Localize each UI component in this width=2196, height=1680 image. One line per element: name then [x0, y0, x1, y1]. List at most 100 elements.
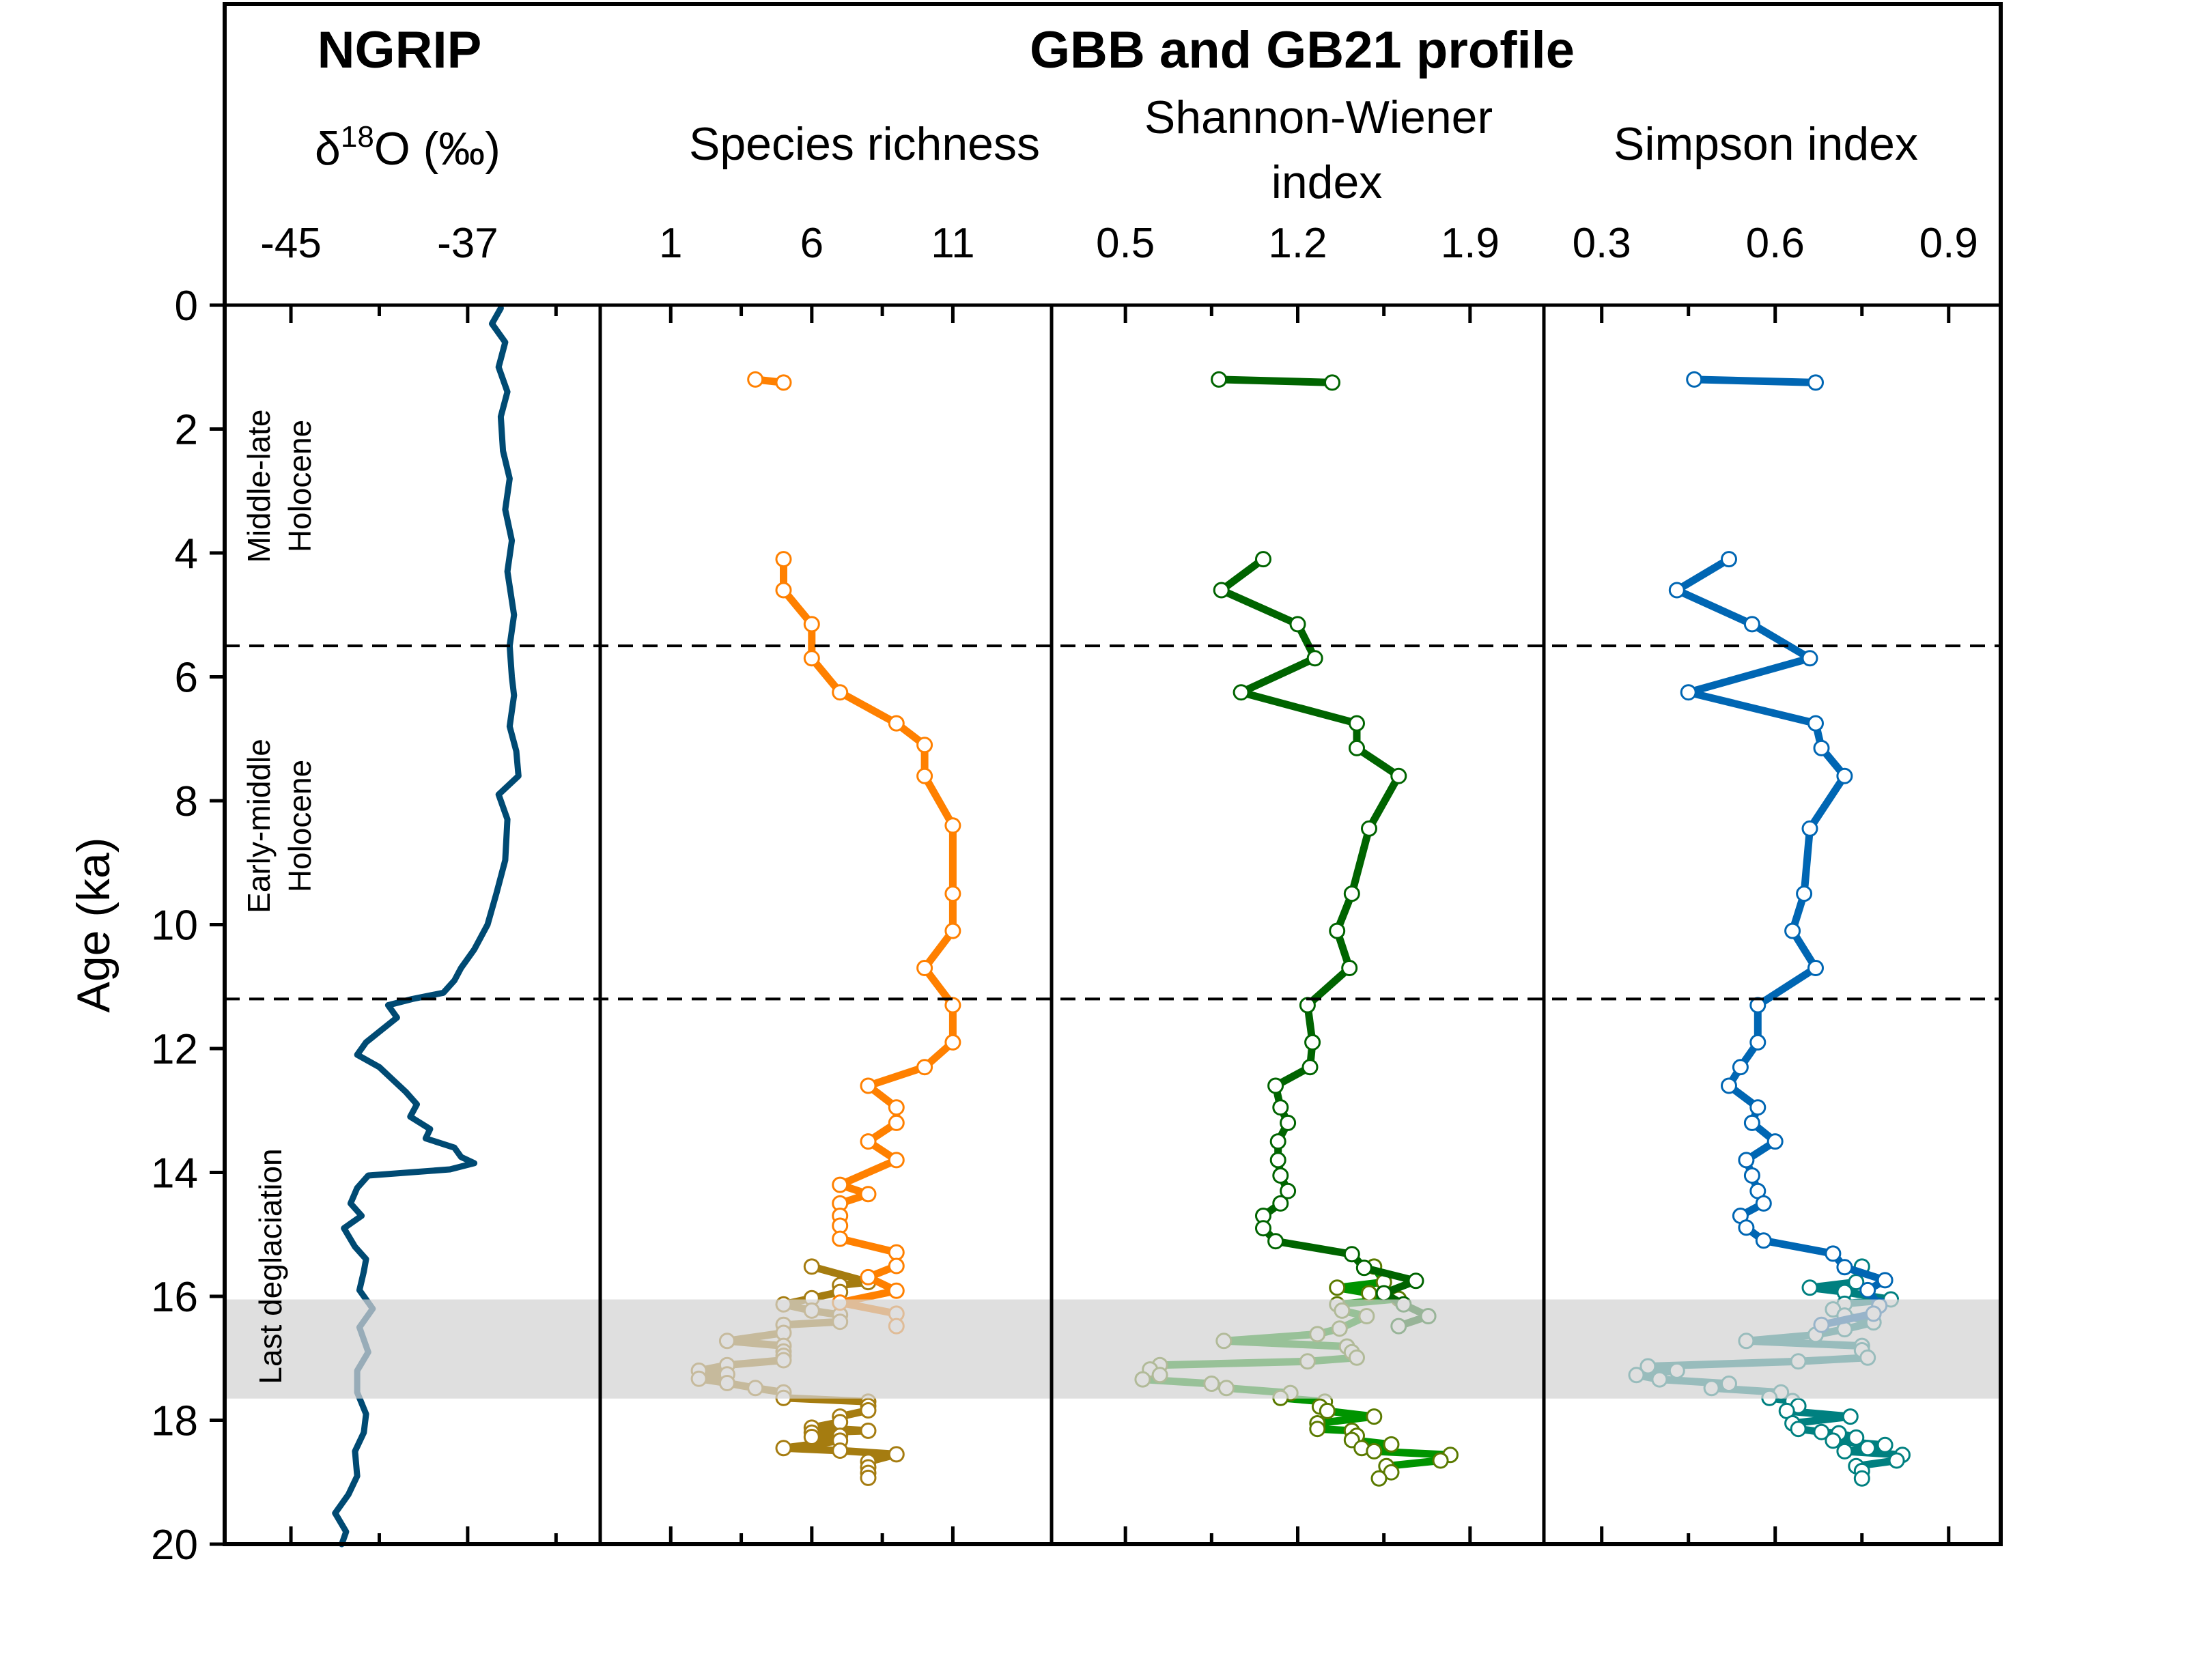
simpson_gb21-point: [1790, 1421, 1807, 1438]
species_gbb-point: [888, 1257, 905, 1275]
ngrip-axis-label: δ18O (‰): [315, 120, 501, 175]
profile-title: GBB and GB21 profile: [1030, 21, 1575, 79]
species_gb21-point: [832, 1414, 849, 1431]
x-tick-label: 1: [659, 220, 682, 267]
shannon_gb21-point: [1329, 1279, 1346, 1296]
species_gbb-point: [860, 1077, 877, 1094]
x-tick-label: 1.2: [1268, 220, 1327, 267]
y-tick-label: 14: [151, 1150, 198, 1197]
species-axis-label: Species richness: [689, 118, 1040, 170]
simpson_gbb-point: [1876, 1272, 1894, 1289]
species_gbb-point: [803, 650, 820, 667]
simpson_gbb-point: [1807, 960, 1824, 976]
simpson_gbb-point: [1801, 650, 1818, 667]
simpson_gbb-line: [1673, 555, 1889, 1329]
simpson_gb21-point: [1876, 1436, 1894, 1453]
overlay: [225, 644, 2001, 1399]
simpson_gbb-point: [1755, 1195, 1772, 1212]
species_gbb-line: [780, 555, 957, 1330]
species_gbb-point: [888, 715, 905, 732]
simpson_gbb-point: [1721, 1077, 1737, 1094]
shannon_gbb-point: [1407, 1272, 1424, 1290]
axes: -45 -37 1 6 11 0.5 1.2 1.9 0.3 0.6 0.9024681012141…: [151, 2, 2003, 1569]
shannon_gbb-point: [1361, 820, 1377, 837]
ngrip-title: NGRIP: [318, 21, 482, 79]
shannon_gbb-point: [1343, 1246, 1360, 1263]
simpson_gbb-point: [1836, 1259, 1853, 1276]
shannon_gbb-point: [1272, 1099, 1289, 1116]
y-tick-label: 18: [151, 1398, 198, 1445]
y-tick-label: 20: [151, 1522, 198, 1569]
simpson_gbb-point: [1766, 1133, 1784, 1150]
shannon_gb21-point: [1361, 1285, 1377, 1302]
period-label-early-middle-1: Early-middle: [241, 739, 277, 913]
simpson_gb21-point: [1825, 1432, 1842, 1449]
shannon_gbb-point: [1349, 715, 1365, 732]
shannon_gbb-point: [1272, 1167, 1289, 1184]
period-label-last-deglaciation: Last deglaciation: [253, 1148, 288, 1384]
simpson_gbb-line: [1690, 375, 1820, 386]
y-tick-label: 10: [151, 902, 198, 950]
x-tick-label: 0.3: [1573, 220, 1631, 267]
species_gbb-point: [775, 374, 792, 391]
simpson_gb21-point: [1888, 1452, 1905, 1469]
simpson-axis-label: Simpson index: [1614, 118, 1918, 170]
species_gbb-point: [860, 1133, 877, 1150]
shannon_gbb-point: [1233, 684, 1250, 701]
simpson_gbb-point: [1825, 1245, 1842, 1262]
shannon_gbb-point: [1375, 1285, 1392, 1302]
simpson_gb21-point: [1848, 1429, 1865, 1446]
simpson_gbb-point: [1784, 922, 1801, 939]
x-tick-label: 6: [800, 220, 824, 267]
species_gbb-point: [747, 371, 764, 388]
species_gb21-point: [832, 1442, 849, 1459]
shannon_gbb-point: [1255, 551, 1271, 568]
simpson_gbb-point: [1859, 1281, 1876, 1298]
x-tick-label: -45: [260, 220, 322, 267]
shannon_gbb-point: [1267, 1077, 1284, 1094]
shannon_gbb-point: [1329, 922, 1346, 939]
species_gbb-point: [860, 1186, 877, 1203]
shannon_gbb-line: [1217, 555, 1433, 1330]
species_gb21-point: [888, 1446, 905, 1463]
simpson_gbb-point: [1801, 820, 1818, 837]
shaded-interval: [225, 1299, 2001, 1399]
shannon_gbb-point: [1343, 885, 1360, 902]
simpson_gb21-point: [1801, 1279, 1818, 1296]
shannon_gbb-point: [1269, 1152, 1286, 1169]
simpson_gbb-point: [1738, 1152, 1755, 1169]
shannon-axis-label-line1: Shannon-Wiener: [1144, 91, 1493, 143]
species_gb21-point: [860, 1402, 877, 1419]
simpson_gbb-point: [1668, 582, 1685, 599]
simpson_gb21-point: [1842, 1408, 1859, 1425]
species_gbb-point: [832, 1176, 849, 1193]
simpson_gbb-point: [1732, 1059, 1749, 1076]
simpson_gbb-point: [1836, 767, 1853, 784]
species_gb21-point: [803, 1429, 820, 1445]
species_gbb-point: [916, 737, 933, 754]
y-tick-label: 2: [175, 407, 198, 454]
simpson_gbb-point: [1738, 1219, 1755, 1236]
simpson_gbb-point: [1743, 616, 1760, 633]
y-tick-label: 8: [175, 778, 198, 825]
simpson_gb21-point: [1848, 1274, 1865, 1291]
simpson_gb21-point: [1853, 1470, 1870, 1487]
shannon_gbb-point: [1213, 582, 1230, 599]
period-label-middle-late-1: Middle-late: [241, 410, 277, 563]
y-tick-label: 4: [175, 530, 198, 578]
shannon_gbb-point: [1324, 374, 1340, 391]
shannon_gb21-point: [1432, 1452, 1449, 1469]
shannon_gbb-point: [1269, 1133, 1286, 1150]
x-tick-label: 0.5: [1096, 220, 1155, 267]
simpson_gb21-point: [1813, 1423, 1830, 1440]
ngrip-label-sup: 18: [341, 120, 374, 154]
shannon_gb21-point: [1309, 1421, 1326, 1438]
simpson_gbb-point: [1680, 684, 1697, 701]
shannon_gbb-point: [1306, 650, 1323, 667]
species_gb21-point: [775, 1440, 792, 1457]
shannon_gbb-line: [1215, 375, 1336, 386]
simpson_gbb-point: [1721, 551, 1737, 568]
shannon_gbb-point: [1341, 960, 1358, 976]
shannon_gb21-point: [1366, 1408, 1383, 1425]
shannon_gbb-point: [1211, 371, 1228, 388]
